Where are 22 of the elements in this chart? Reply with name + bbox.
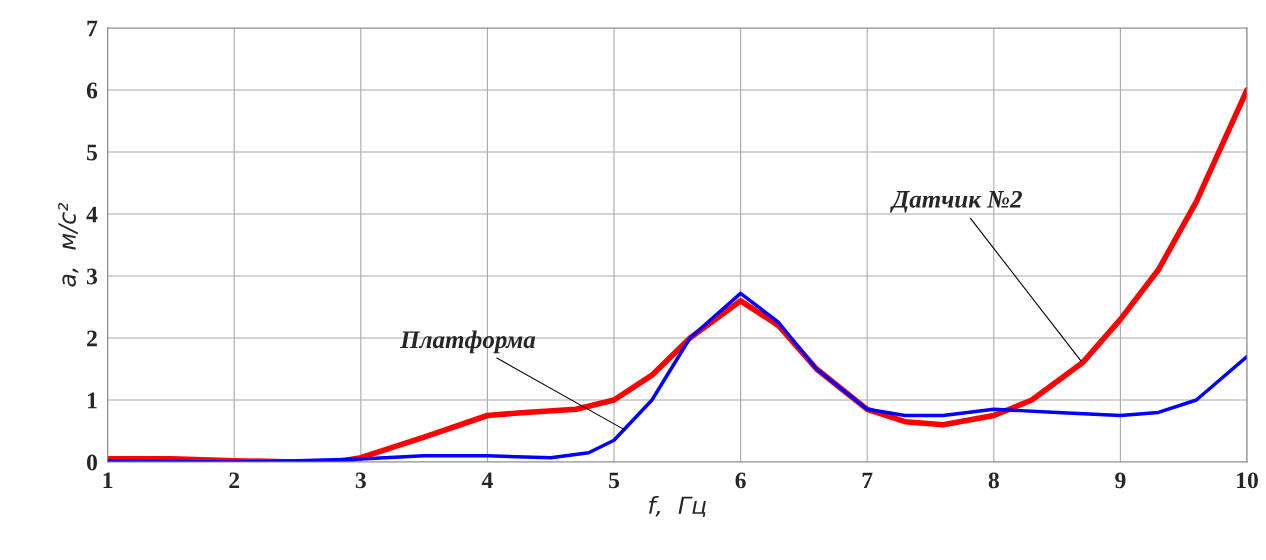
y-tick-label: 3 (86, 268, 98, 285)
x-axis-title: f, Гц (649, 495, 706, 518)
x-tick-label: 9 (1115, 472, 1126, 489)
x-tick-label: 1 (103, 472, 113, 489)
y-tick-label: 4 (86, 206, 98, 223)
annotation: Платформа (400, 330, 536, 354)
y-tick-label: 1 (87, 392, 97, 409)
x-tick-label: 4 (481, 472, 493, 489)
x-tick-label: 8 (988, 472, 999, 489)
annotation: Датчик №2 (890, 190, 1022, 213)
x-tick-label: 10 (1237, 472, 1258, 489)
x-tick-label: 6 (735, 472, 746, 489)
x-tick-label: 7 (862, 472, 873, 489)
y-tick-label: 5 (87, 144, 98, 161)
x-tick-label: 5 (609, 472, 620, 489)
y-axis-title: a, м/с² (58, 202, 79, 287)
y-tick-label: 0 (86, 454, 97, 471)
y-tick-label: 7 (87, 20, 98, 37)
x-tick-label: 2 (229, 472, 240, 489)
x-tick-label: 3 (355, 472, 366, 489)
y-tick-label: 6 (86, 82, 98, 99)
y-tick-label: 2 (87, 330, 97, 347)
